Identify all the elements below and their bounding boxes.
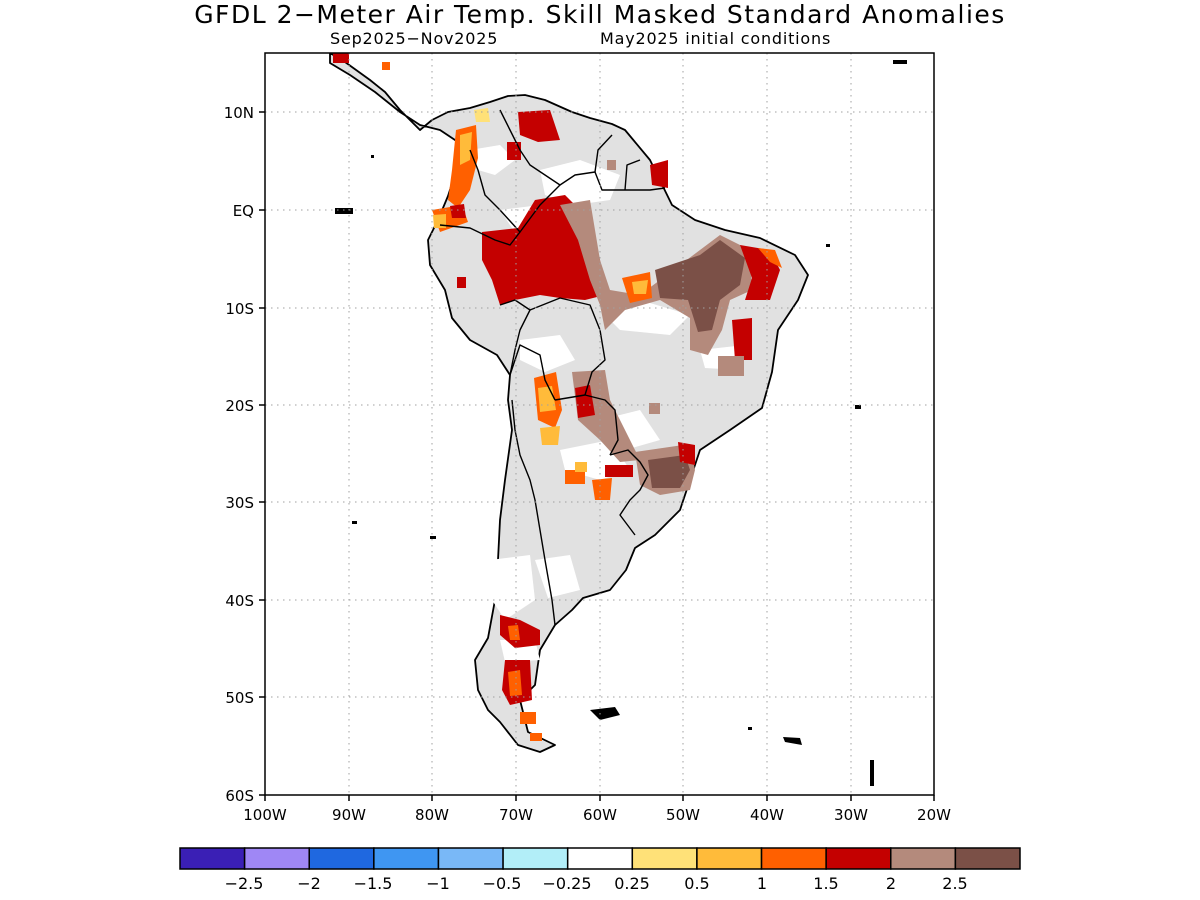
colorbar-label: 1.5 [813,874,838,893]
lat-label: 10N [224,104,254,122]
colorbar-swatch [890,847,957,870]
colorbar-labels: −2.5 −2 −1.5 −1 −0.5 −0.25 0.25 0.5 1 1.… [225,874,968,893]
colorbar-swatch [243,847,310,870]
lon-label: 90W [332,806,366,824]
colorbar-label: 0.5 [684,874,709,893]
map-area [265,53,934,795]
colorbar-label: −1.5 [354,874,393,893]
colorbar-swatch [437,847,504,870]
country-borders [439,109,666,626]
south-america-landmass [329,53,809,753]
colorbar-swatch [825,847,892,870]
lat-label: EQ [233,202,254,220]
colorbar-swatch [566,847,634,870]
anomaly-regions [333,53,782,741]
lat-label: 40S [225,592,254,610]
colorbar-swatch [696,847,763,870]
latitude-labels: 10N EQ 10S 20S 30S 40S 50S 60S [224,104,254,805]
colorbar-label: −0.5 [483,874,522,893]
anomaly-venezuela [518,110,560,142]
colorbar-label: −2.5 [225,874,264,893]
lat-label: 30S [225,494,254,512]
colorbar-swatch [308,847,375,870]
lat-label: 20S [225,397,254,415]
lat-label: 10S [225,300,254,318]
initial-conditions: May2025 initial conditions [600,29,832,48]
lat-label: 50S [225,689,254,707]
longitude-labels: 100W 90W 80W 70W 60W 50W 40W 30W 20W [243,806,951,824]
graticule [265,53,934,795]
colorbar [179,847,1021,870]
lon-label: 20W [917,806,951,824]
colorbar-label: −2 [297,874,321,893]
colorbar-swatch [954,847,1021,870]
lon-label: 80W [415,806,449,824]
lon-label: 60W [583,806,617,824]
lon-label: 50W [666,806,700,824]
colorbar-swatch [373,847,440,870]
colorbar-label: 2.5 [942,874,967,893]
colorbar-swatch [631,847,698,870]
colorbar-label: −0.25 [542,874,591,893]
islands [335,60,907,786]
lon-label: 70W [499,806,533,824]
colorbar-swatch [179,847,246,870]
lon-label: 40W [750,806,784,824]
colorbar-label: 1 [757,874,767,893]
lon-label: 100W [243,806,287,824]
lon-label: 30W [834,806,868,824]
colorbar-label: 0.25 [614,874,650,893]
colorbar-swatch [760,847,827,870]
map-title: GFDL 2−Meter Air Temp. Skill Masked Stan… [194,0,1006,29]
lat-label: 60S [225,787,254,805]
tick-marks [259,111,935,801]
colorbar-label: −1 [426,874,450,893]
forecast-period: Sep2025−Nov2025 [330,29,499,48]
colorbar-label: 2 [886,874,896,893]
anomaly-northeast-brazil [655,240,745,332]
colorbar-swatch [502,847,569,870]
